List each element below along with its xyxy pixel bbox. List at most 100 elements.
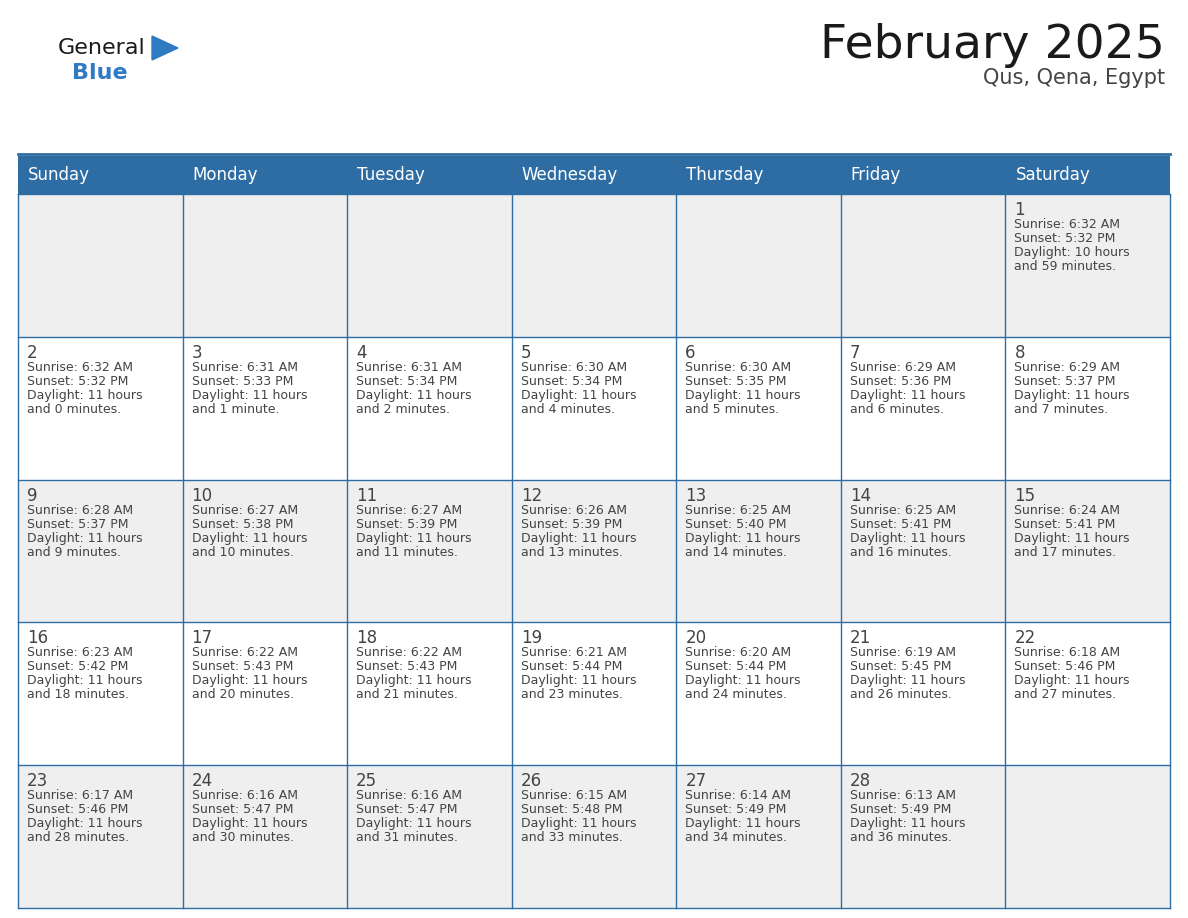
Text: Sunset: 5:34 PM: Sunset: 5:34 PM bbox=[356, 375, 457, 387]
Text: Daylight: 11 hours: Daylight: 11 hours bbox=[849, 389, 966, 402]
Text: Daylight: 11 hours: Daylight: 11 hours bbox=[356, 675, 472, 688]
Text: Wednesday: Wednesday bbox=[522, 166, 618, 184]
Text: 15: 15 bbox=[1015, 487, 1036, 505]
Text: Sunset: 5:37 PM: Sunset: 5:37 PM bbox=[1015, 375, 1116, 387]
Text: Monday: Monday bbox=[192, 166, 258, 184]
Text: and 11 minutes.: and 11 minutes. bbox=[356, 545, 459, 558]
Text: Sunset: 5:49 PM: Sunset: 5:49 PM bbox=[849, 803, 952, 816]
Text: and 0 minutes.: and 0 minutes. bbox=[27, 403, 121, 416]
Text: and 10 minutes.: and 10 minutes. bbox=[191, 545, 293, 558]
Text: Sunrise: 6:18 AM: Sunrise: 6:18 AM bbox=[1015, 646, 1120, 659]
Text: Sunset: 5:47 PM: Sunset: 5:47 PM bbox=[191, 803, 293, 816]
Text: Sunrise: 6:22 AM: Sunrise: 6:22 AM bbox=[191, 646, 297, 659]
Text: Sunrise: 6:21 AM: Sunrise: 6:21 AM bbox=[520, 646, 627, 659]
Text: and 17 minutes.: and 17 minutes. bbox=[1015, 545, 1117, 558]
Text: and 1 minute.: and 1 minute. bbox=[191, 403, 279, 416]
Text: Sunrise: 6:27 AM: Sunrise: 6:27 AM bbox=[191, 504, 298, 517]
Text: and 20 minutes.: and 20 minutes. bbox=[191, 688, 293, 701]
Text: Sunrise: 6:31 AM: Sunrise: 6:31 AM bbox=[356, 361, 462, 374]
Text: 28: 28 bbox=[849, 772, 871, 790]
Text: Daylight: 11 hours: Daylight: 11 hours bbox=[685, 532, 801, 544]
Text: Sunrise: 6:29 AM: Sunrise: 6:29 AM bbox=[849, 361, 956, 374]
Text: and 30 minutes.: and 30 minutes. bbox=[191, 831, 293, 845]
Text: 3: 3 bbox=[191, 344, 202, 362]
Text: Sunset: 5:32 PM: Sunset: 5:32 PM bbox=[27, 375, 128, 387]
Text: and 34 minutes.: and 34 minutes. bbox=[685, 831, 788, 845]
Text: Sunrise: 6:14 AM: Sunrise: 6:14 AM bbox=[685, 789, 791, 802]
Text: 10: 10 bbox=[191, 487, 213, 505]
Text: and 2 minutes.: and 2 minutes. bbox=[356, 403, 450, 416]
Text: Sunrise: 6:15 AM: Sunrise: 6:15 AM bbox=[520, 789, 627, 802]
Text: and 27 minutes.: and 27 minutes. bbox=[1015, 688, 1117, 701]
Text: Sunset: 5:44 PM: Sunset: 5:44 PM bbox=[685, 660, 786, 674]
Text: Sunset: 5:34 PM: Sunset: 5:34 PM bbox=[520, 375, 623, 387]
Bar bbox=[676, 337, 841, 479]
Text: 2: 2 bbox=[27, 344, 38, 362]
Bar bbox=[183, 479, 347, 622]
Text: 19: 19 bbox=[520, 630, 542, 647]
Bar bbox=[676, 622, 841, 766]
Text: Sunrise: 6:32 AM: Sunrise: 6:32 AM bbox=[27, 361, 133, 374]
Text: 25: 25 bbox=[356, 772, 378, 790]
Text: Sunset: 5:41 PM: Sunset: 5:41 PM bbox=[849, 518, 952, 531]
Text: and 28 minutes.: and 28 minutes. bbox=[27, 831, 129, 845]
Text: Sunset: 5:38 PM: Sunset: 5:38 PM bbox=[191, 518, 293, 531]
Text: Sunset: 5:37 PM: Sunset: 5:37 PM bbox=[27, 518, 128, 531]
Text: Sunset: 5:47 PM: Sunset: 5:47 PM bbox=[356, 803, 457, 816]
Text: Daylight: 11 hours: Daylight: 11 hours bbox=[27, 675, 143, 688]
Text: and 7 minutes.: and 7 minutes. bbox=[1015, 403, 1108, 416]
Text: and 31 minutes.: and 31 minutes. bbox=[356, 831, 459, 845]
Text: 11: 11 bbox=[356, 487, 378, 505]
Text: Sunset: 5:43 PM: Sunset: 5:43 PM bbox=[191, 660, 293, 674]
Text: Sunrise: 6:13 AM: Sunrise: 6:13 AM bbox=[849, 789, 956, 802]
Text: and 6 minutes.: and 6 minutes. bbox=[849, 403, 943, 416]
Text: Blue: Blue bbox=[72, 63, 127, 83]
Bar bbox=[512, 766, 676, 908]
Bar bbox=[18, 766, 183, 908]
Text: and 23 minutes.: and 23 minutes. bbox=[520, 688, 623, 701]
Text: Daylight: 11 hours: Daylight: 11 hours bbox=[356, 817, 472, 830]
Text: Daylight: 11 hours: Daylight: 11 hours bbox=[356, 389, 472, 402]
Text: Daylight: 11 hours: Daylight: 11 hours bbox=[520, 532, 637, 544]
Text: Daylight: 11 hours: Daylight: 11 hours bbox=[685, 675, 801, 688]
Bar bbox=[347, 622, 512, 766]
Text: 5: 5 bbox=[520, 344, 531, 362]
Text: 24: 24 bbox=[191, 772, 213, 790]
Bar bbox=[1005, 337, 1170, 479]
Text: 20: 20 bbox=[685, 630, 707, 647]
Bar bbox=[841, 766, 1005, 908]
Text: Daylight: 11 hours: Daylight: 11 hours bbox=[1015, 389, 1130, 402]
Text: and 33 minutes.: and 33 minutes. bbox=[520, 831, 623, 845]
Text: Daylight: 11 hours: Daylight: 11 hours bbox=[685, 389, 801, 402]
Text: 18: 18 bbox=[356, 630, 378, 647]
Text: Sunset: 5:42 PM: Sunset: 5:42 PM bbox=[27, 660, 128, 674]
Text: Daylight: 11 hours: Daylight: 11 hours bbox=[685, 817, 801, 830]
Text: Daylight: 11 hours: Daylight: 11 hours bbox=[191, 817, 307, 830]
Text: Daylight: 10 hours: Daylight: 10 hours bbox=[1015, 246, 1130, 259]
Text: Sunrise: 6:28 AM: Sunrise: 6:28 AM bbox=[27, 504, 133, 517]
Text: 21: 21 bbox=[849, 630, 871, 647]
Text: Sunrise: 6:32 AM: Sunrise: 6:32 AM bbox=[1015, 218, 1120, 231]
Text: Thursday: Thursday bbox=[687, 166, 764, 184]
Text: Daylight: 11 hours: Daylight: 11 hours bbox=[356, 532, 472, 544]
Text: Daylight: 11 hours: Daylight: 11 hours bbox=[27, 817, 143, 830]
Text: Sunset: 5:32 PM: Sunset: 5:32 PM bbox=[1015, 232, 1116, 245]
Text: 4: 4 bbox=[356, 344, 367, 362]
Text: and 4 minutes.: and 4 minutes. bbox=[520, 403, 614, 416]
Bar bbox=[347, 194, 512, 337]
Text: Sunrise: 6:29 AM: Sunrise: 6:29 AM bbox=[1015, 361, 1120, 374]
Bar bbox=[18, 622, 183, 766]
Text: Sunrise: 6:30 AM: Sunrise: 6:30 AM bbox=[685, 361, 791, 374]
Text: and 14 minutes.: and 14 minutes. bbox=[685, 545, 788, 558]
Bar bbox=[183, 622, 347, 766]
Text: Sunrise: 6:25 AM: Sunrise: 6:25 AM bbox=[685, 504, 791, 517]
Text: Sunrise: 6:24 AM: Sunrise: 6:24 AM bbox=[1015, 504, 1120, 517]
Text: February 2025: February 2025 bbox=[820, 24, 1165, 69]
Text: Sunset: 5:35 PM: Sunset: 5:35 PM bbox=[685, 375, 786, 387]
Text: Sunrise: 6:20 AM: Sunrise: 6:20 AM bbox=[685, 646, 791, 659]
Text: 13: 13 bbox=[685, 487, 707, 505]
Text: Daylight: 11 hours: Daylight: 11 hours bbox=[191, 675, 307, 688]
Text: 14: 14 bbox=[849, 487, 871, 505]
Text: Daylight: 11 hours: Daylight: 11 hours bbox=[849, 532, 966, 544]
Bar bbox=[183, 766, 347, 908]
